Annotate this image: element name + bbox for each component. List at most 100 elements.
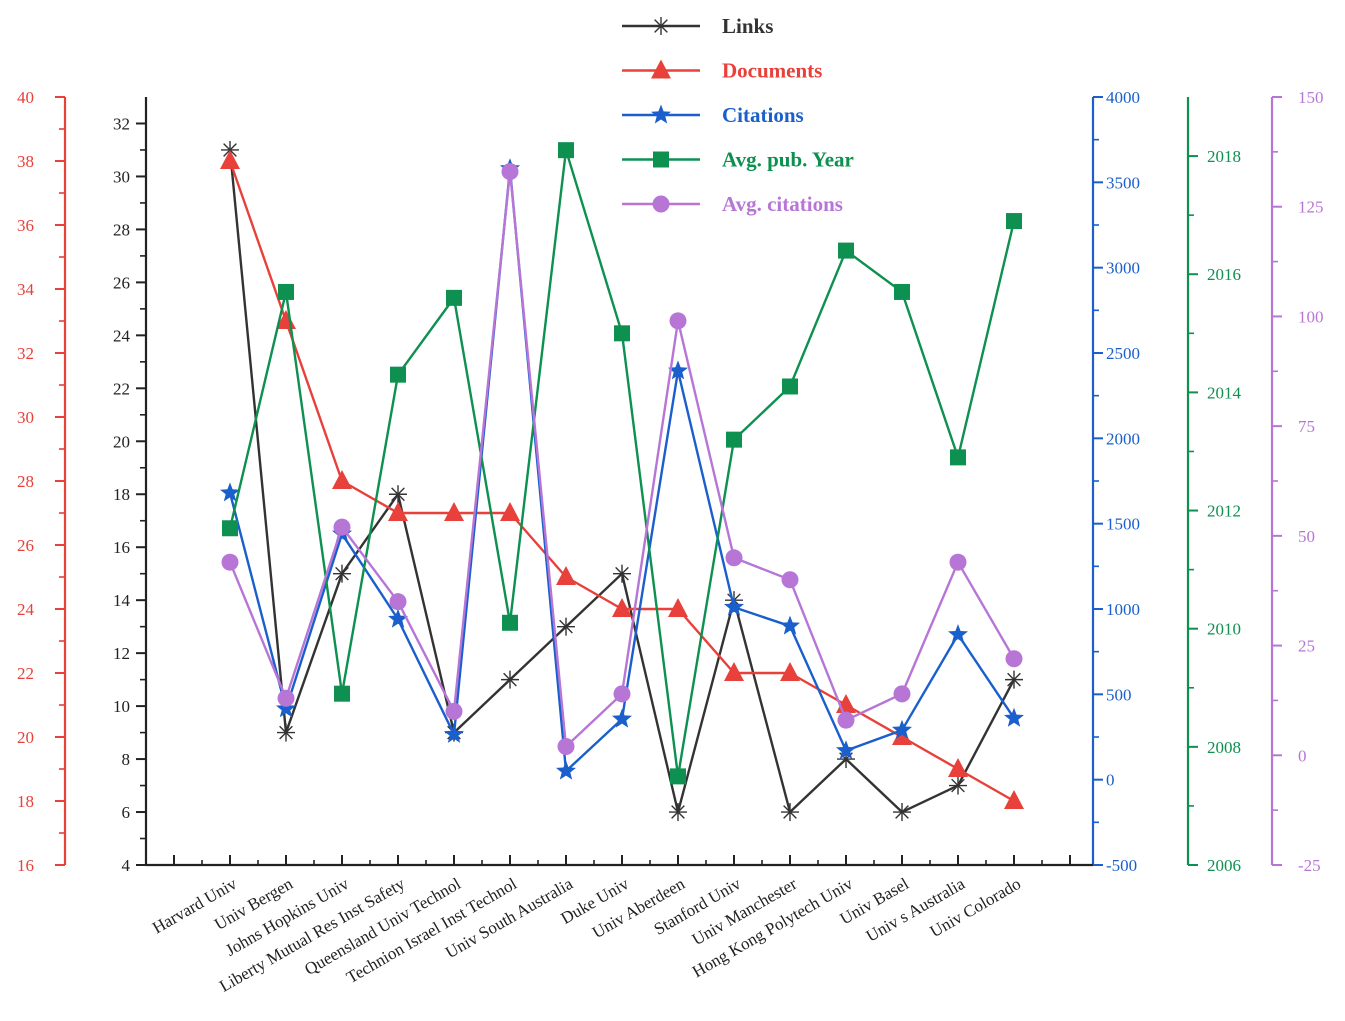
data-point-avgcit [1005, 650, 1023, 668]
data-point-avgcit [949, 553, 967, 571]
data-point-documents [444, 502, 464, 521]
data-point-links [389, 485, 407, 504]
data-point-year [222, 520, 238, 537]
data-point-documents [388, 502, 408, 521]
legend-label: Avg. pub. Year [722, 148, 854, 172]
axis-tick-label-documents: 38 [17, 152, 34, 171]
data-point-year [614, 325, 630, 342]
axis-tick-label-citations: 3000 [1106, 259, 1140, 278]
legend-label: Documents [722, 59, 822, 83]
data-point-links [893, 803, 911, 822]
data-point-avgcit [221, 553, 239, 571]
axis-tick-label-links: 4 [122, 856, 131, 875]
data-point-citations [1004, 707, 1024, 727]
legend-marker [651, 59, 671, 79]
axis-tick-label-citations: 500 [1106, 685, 1132, 704]
axis-tick-label-links: 26 [113, 273, 130, 292]
axis-tick-label-year: 2014 [1207, 383, 1242, 402]
data-point-citations [836, 740, 856, 760]
axis-tick-label-links: 10 [113, 697, 130, 716]
data-point-links [557, 617, 575, 636]
axis-tick-label-documents: 36 [17, 216, 34, 235]
legend-label: Citations [722, 103, 804, 127]
axis-tick-label-avgcit: 150 [1298, 88, 1324, 107]
data-point-year [278, 283, 294, 300]
data-point-links [221, 140, 239, 159]
data-point-documents [612, 598, 632, 617]
data-point-citations [556, 760, 576, 780]
data-point-year [1006, 213, 1022, 230]
axis-tick-label-year: 2008 [1207, 738, 1241, 757]
axis-tick-label-documents: 34 [17, 280, 35, 299]
axis-tick-label-links: 6 [122, 803, 131, 822]
axis-citations: -500 0 500 1000 1500 2000 2500 3000 3500 4000 [1091, 88, 1140, 875]
data-point-links [613, 564, 631, 583]
axis-tick-label-year: 2012 [1207, 502, 1241, 521]
axis-tick-label-citations: 1500 [1106, 515, 1140, 534]
axis-tick-label-links: 12 [113, 644, 130, 663]
data-point-citations [220, 482, 240, 502]
axis-tick-label-links: 14 [113, 591, 131, 610]
legend-marker [653, 151, 669, 168]
data-point-documents [220, 150, 240, 169]
data-point-citations [612, 708, 632, 728]
data-point-year [838, 242, 854, 259]
data-point-avgcit [445, 702, 463, 720]
axis-tick-label-citations: 2000 [1106, 429, 1140, 448]
data-point-avgcit [501, 163, 519, 181]
data-point-documents [500, 502, 520, 521]
data-point-avgcit [893, 685, 911, 703]
axis-year: 2006 2008 2010 2012 2014 2016 2018 [1186, 97, 1242, 875]
axis-tick-label-citations: 1000 [1106, 600, 1140, 619]
axis-tick-label-documents: 30 [17, 408, 34, 427]
data-point-links [781, 803, 799, 822]
axis-tick-label-year: 2006 [1207, 856, 1241, 875]
data-point-citations [724, 596, 744, 616]
data-point-links [333, 564, 351, 583]
asterisk-stroke [279, 725, 293, 740]
data-point-year [950, 449, 966, 466]
data-point-avgcit [613, 685, 631, 703]
axis-tick-label-avgcit: 100 [1298, 307, 1324, 326]
axis-tick-label-citations: 4000 [1106, 88, 1140, 107]
series-year [222, 142, 1022, 785]
legend-marker [652, 195, 670, 213]
series-citations [220, 158, 1024, 780]
data-point-avgcit [669, 312, 687, 330]
data-point-avgcit [725, 549, 743, 567]
data-point-links [949, 776, 967, 795]
axis-tick-label-links: 20 [113, 432, 130, 451]
asterisk-stroke [671, 805, 685, 819]
data-point-links [501, 670, 519, 689]
axis-avgcit: -25 0 25 50 75 100 125 150 [1270, 88, 1324, 875]
asterisk-stroke [615, 566, 629, 581]
data-point-citations [780, 615, 800, 635]
axis-tick-label-links: 24 [113, 326, 131, 345]
asterisk-stroke [391, 487, 405, 502]
axis-tick-label-documents: 18 [17, 792, 34, 811]
data-point-year [502, 614, 518, 631]
asterisk-stroke [1007, 672, 1021, 687]
asterisk-stroke [654, 19, 668, 33]
data-point-year [446, 289, 462, 306]
data-point-citations [276, 698, 296, 718]
axis-tick-label-documents: 24 [17, 600, 35, 619]
axis-links: 4 6 8 10 12 14 16 18 20 22 24 26 28 30 32 [113, 97, 148, 875]
series-line-citations [228, 167, 1015, 773]
data-point-year [782, 378, 798, 395]
legend-label: Avg. citations [722, 192, 843, 216]
asterisk-stroke [335, 566, 349, 581]
axis-tick-label-citations: -500 [1106, 856, 1137, 875]
axis-tick-label-documents: 28 [17, 472, 34, 491]
asterisk-stroke [895, 805, 909, 819]
data-point-year [558, 142, 574, 159]
axis-tick-label-year: 2016 [1207, 265, 1241, 284]
data-point-citations [668, 360, 688, 380]
asterisk-stroke [559, 619, 573, 634]
axis-tick-label-avgcit: -25 [1298, 856, 1321, 875]
axis-tick-label-avgcit: 125 [1298, 198, 1324, 217]
axis-tick-label-links: 28 [113, 220, 130, 239]
data-point-year [894, 283, 910, 300]
